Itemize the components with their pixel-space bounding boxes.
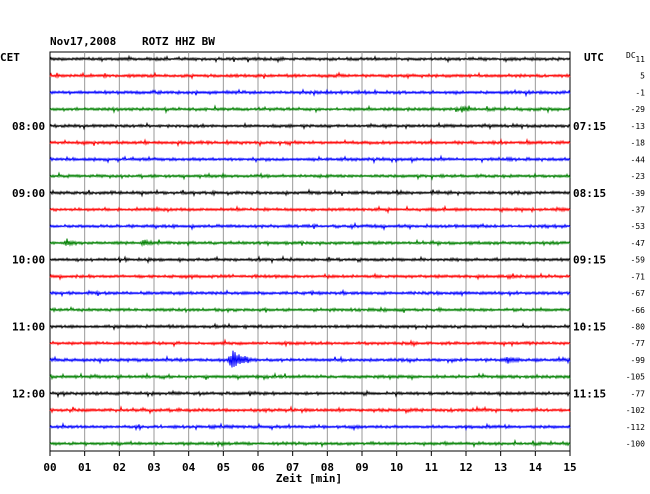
utc-hour-label: 10:15 (573, 321, 606, 334)
trace-row-8 (49, 188, 571, 198)
dc-offset-label: 5 (640, 72, 645, 81)
cet-hour-label: 12:00 (12, 387, 45, 400)
trace-row-20 (49, 389, 571, 399)
trace-layer (49, 54, 571, 448)
trace-row-16 (49, 322, 571, 331)
dc-offset-label: -99 (631, 356, 646, 365)
x-tick-label: 07 (286, 461, 299, 474)
trace-row-23 (49, 438, 571, 448)
trace-row-3 (49, 104, 571, 115)
trace-row-1 (49, 71, 571, 80)
utc-hour-label: 08:15 (573, 187, 606, 200)
utc-hour-label: 07:15 (573, 120, 606, 133)
trace-row-12 (49, 255, 571, 265)
trace-row-17 (49, 338, 571, 348)
label-layer: 00 01 02 03 04 05 06 07 08 09 10 11 12 13 14 15 08:00 09:… (12, 55, 645, 474)
trace-row-11 (49, 238, 571, 247)
dc-offset-label: -80 (631, 323, 646, 332)
cet-hour-label: 08:00 (12, 120, 45, 133)
trace-row-21 (49, 405, 571, 415)
x-tick-label: 02 (113, 461, 126, 474)
trace-row-19 (49, 371, 571, 381)
cet-hour-label: 11:00 (12, 321, 45, 334)
trace-row-18 (49, 350, 571, 368)
trace-row-5 (49, 137, 571, 148)
trace-row-2 (49, 88, 571, 98)
x-tick-label: 13 (494, 461, 507, 474)
dc-offset-label: -71 (631, 272, 646, 281)
dc-offset-label: -77 (631, 389, 646, 398)
trace-row-9 (49, 204, 571, 215)
x-tick-label: 10 (390, 461, 403, 474)
dc-offset-label: -100 (626, 440, 645, 449)
x-tick-label: 12 (459, 461, 472, 474)
dc-offset-label: -29 (631, 105, 646, 114)
dc-offset-label: -66 (631, 306, 646, 315)
dc-offset-label: -1 (635, 88, 645, 97)
trace-row-14 (49, 288, 571, 298)
x-tick-label: 08 (321, 461, 334, 474)
dc-offset-label: -47 (631, 239, 646, 248)
x-axis-label: Zeit [min] (276, 472, 342, 485)
trace-row-7 (49, 171, 571, 181)
x-tick-label: 06 (251, 461, 265, 474)
dc-offset-label: -59 (631, 256, 646, 265)
x-tick-label: 09 (355, 461, 368, 474)
x-tick-label: 15 (563, 461, 576, 474)
dc-offset-label: 11 (635, 55, 645, 64)
trace-row-15 (49, 306, 571, 314)
cet-hour-label: 09:00 (12, 187, 45, 200)
plot-frame (49, 51, 571, 452)
trace-row-22 (49, 422, 571, 432)
date-label: Nov17,2008 (50, 35, 116, 48)
trace-row-4 (49, 121, 571, 131)
x-tick-label: 14 (529, 461, 543, 474)
trace-row-13 (49, 272, 571, 281)
x-tick-label: 03 (147, 461, 160, 474)
dc-offset-label: -18 (631, 139, 646, 148)
dc-offset-label: -105 (626, 373, 645, 382)
dc-header-label: DC (626, 51, 636, 60)
x-tick-label: 00 (43, 461, 56, 474)
dc-offset-label: -67 (631, 289, 646, 298)
dc-offset-label: -13 (631, 122, 646, 131)
cet-zone-label: CET (0, 51, 20, 64)
cet-hour-label: 10:00 (12, 254, 45, 267)
station-label: ROTZ HHZ BW (142, 35, 215, 48)
utc-hour-label: 09:15 (573, 254, 606, 267)
dc-offset-label: -112 (626, 423, 645, 432)
trace-row-0 (49, 54, 571, 64)
x-tick-label: 01 (78, 461, 92, 474)
dc-offset-label: -39 (631, 189, 646, 198)
plot-grid (49, 51, 571, 456)
dc-offset-label: -23 (631, 172, 646, 181)
dc-offset-label: -102 (626, 406, 645, 415)
x-tick-label: 04 (182, 461, 196, 474)
x-tick-label: 11 (425, 461, 439, 474)
dc-offset-label: -44 (631, 155, 646, 164)
utc-hour-label: 11:15 (573, 387, 606, 400)
dc-offset-label: -77 (631, 339, 646, 348)
trace-row-10 (49, 221, 571, 231)
dc-offset-label: -53 (631, 222, 646, 231)
x-tick-label: 05 (217, 461, 230, 474)
dc-offset-label: -37 (631, 205, 646, 214)
utc-zone-label: UTC (584, 51, 604, 64)
trace-row-6 (49, 154, 571, 165)
